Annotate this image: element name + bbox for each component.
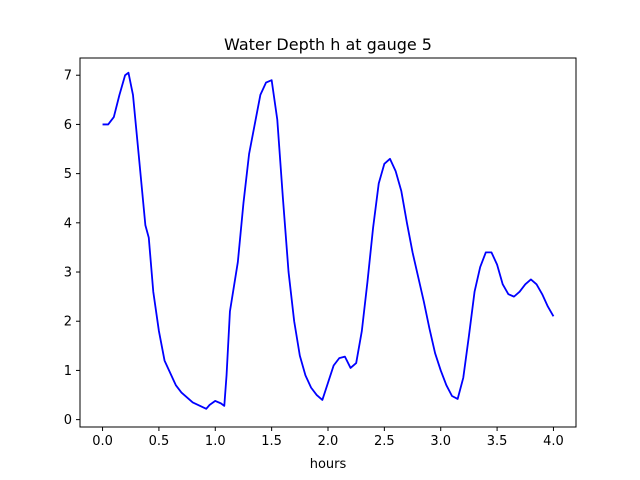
x-tick-label: 2.5 xyxy=(374,434,395,449)
x-tick-label: 0.5 xyxy=(149,434,170,449)
y-tick-label: 5 xyxy=(64,167,72,182)
y-tick-label: 4 xyxy=(64,216,72,231)
y-tick-label: 1 xyxy=(64,364,72,379)
x-tick-label: 2.0 xyxy=(318,434,339,449)
x-tick-label: 3.0 xyxy=(430,434,451,449)
x-tick-label: 0.0 xyxy=(92,434,113,449)
x-tick-label: 4.0 xyxy=(543,434,564,449)
y-tick-label: 7 xyxy=(64,69,72,84)
x-tick-label: 3.5 xyxy=(487,434,508,449)
x-tick-label: 1.0 xyxy=(205,434,226,449)
chart-title: Water Depth h at gauge 5 xyxy=(224,35,432,54)
y-tick-label: 2 xyxy=(64,315,72,330)
x-axis: 0.0 0.5 1.0 1.5 2.0 2.5 3.0 3.5 4.0 xyxy=(92,427,564,449)
y-tick-label: 6 xyxy=(64,118,72,133)
x-axis-label: hours xyxy=(310,457,347,472)
x-tick-label: 1.5 xyxy=(261,434,282,449)
y-tick-label: 3 xyxy=(64,266,72,281)
series-line-1 xyxy=(102,71,555,410)
y-axis: 0 1 2 3 4 5 6 7 xyxy=(64,69,80,428)
y-tick-label: 0 xyxy=(64,413,72,428)
